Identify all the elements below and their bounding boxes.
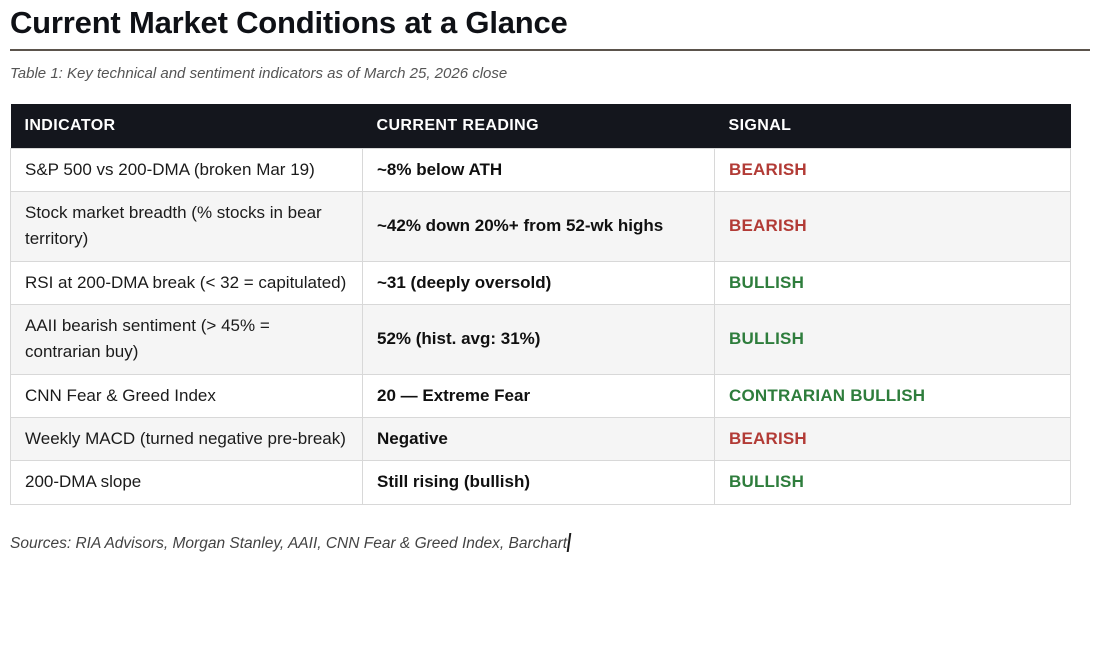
cell-indicator: CNN Fear & Greed Index [10, 373, 363, 419]
header-row: INDICATOR CURRENT READING SIGNAL [10, 103, 1071, 149]
table-header: INDICATOR CURRENT READING SIGNAL [10, 103, 1071, 149]
cell-reading: 52% (hist. avg: 31%) [362, 304, 715, 375]
cell-reading: 20 — Extreme Fear [362, 373, 715, 419]
cell-indicator: Weekly MACD (turned negative pre-break) [10, 417, 363, 462]
cell-reading: Negative [362, 417, 715, 462]
cell-reading: Still rising (bullish) [362, 460, 715, 505]
cell-signal: BULLISH [714, 260, 1071, 306]
cell-signal: BEARISH [714, 417, 1071, 462]
table-row: CNN Fear & Greed Index 20 — Extreme Fear C… [10, 373, 1071, 419]
sources-line[interactable]: Sources: RIA Advisors, Morgan Stanley, A… [10, 532, 1090, 553]
sources-text: Sources: RIA Advisors, Morgan Stanley, A… [10, 534, 568, 552]
page-title: Current Market Conditions at a Glance [10, 5, 568, 40]
cell-signal: CONTRARIAN BULLISH [714, 373, 1071, 419]
col-header-signal: SIGNAL [714, 103, 1071, 149]
cell-indicator: 200-DMA slope [10, 460, 363, 505]
table-row: Weekly MACD (turned negative pre-break) N… [10, 417, 1071, 462]
cell-reading: ~8% below ATH [362, 147, 715, 192]
cell-indicator: RSI at 200-DMA break (< 32 = capitulated… [10, 260, 363, 306]
table-caption: Table 1: Key technical and sentiment ind… [10, 64, 508, 82]
cell-signal: BULLISH [714, 304, 1071, 375]
col-header-current-reading: CURRENT READING [362, 103, 715, 149]
cell-signal: BEARISH [714, 190, 1071, 262]
table-row: 200-DMA slope Still rising (bullish) BULLI… [10, 460, 1071, 505]
col-header-indicator: INDICATOR [10, 103, 363, 149]
cell-indicator: S&P 500 vs 200-DMA (broken Mar 19) [10, 147, 363, 192]
table-row: S&P 500 vs 200-DMA (broken Mar 19) ~8% be… [10, 147, 1071, 192]
table-row: RSI at 200-DMA break (< 32 = capitulated… [10, 260, 1071, 306]
cell-reading: ~42% down 20%+ from 52-wk highs [362, 190, 715, 262]
text-caret [566, 532, 572, 552]
cell-signal: BEARISH [714, 147, 1071, 192]
cell-indicator: AAII bearish sentiment (> 45% = contrari… [10, 304, 363, 375]
table-row: Stock market breadth (% stocks in bear t… [10, 190, 1071, 262]
document: Current Market Conditions at a Glance Ta… [10, 5, 1090, 553]
cell-signal: BULLISH [714, 460, 1071, 505]
cell-reading: ~31 (deeply oversold) [362, 260, 715, 306]
table-body: S&P 500 vs 200-DMA (broken Mar 19) ~8% be… [10, 147, 1071, 505]
indicators-table: INDICATOR CURRENT READING SIGNAL S&P 500… [10, 103, 1071, 505]
title-divider [10, 48, 1090, 51]
table-row: AAII bearish sentiment (> 45% = contrari… [10, 304, 1071, 375]
cell-indicator: Stock market breadth (% stocks in bear t… [10, 190, 363, 262]
